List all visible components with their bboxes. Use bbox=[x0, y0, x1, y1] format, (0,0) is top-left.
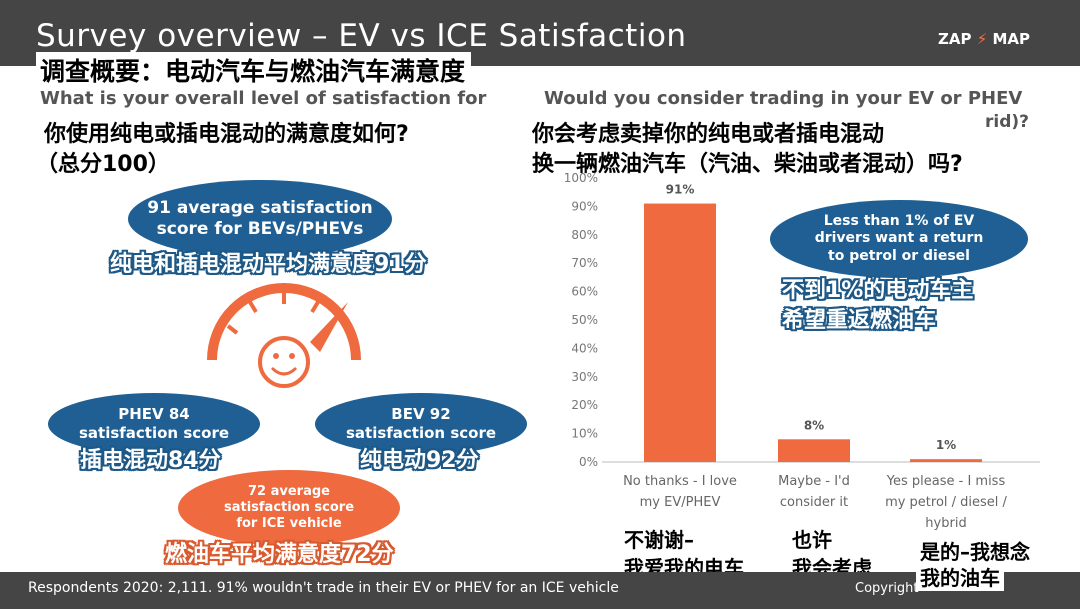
right-question-cn-line1: 你会考虑卖掉你的纯电或者插电混动 bbox=[532, 122, 885, 147]
logo-text-left: ZAP bbox=[938, 30, 972, 48]
right-question-en: Would you consider trading in your EV or… bbox=[544, 88, 1023, 109]
avg-oval-line1: 91 average satisfaction bbox=[147, 197, 373, 218]
cn-label-3-line1: 是的–我想念 bbox=[916, 536, 1034, 565]
right-question-cn-line2: 换一辆燃油汽车（汽油、柴油或者混动）吗? bbox=[532, 152, 963, 177]
bar-1 bbox=[644, 203, 716, 462]
satisfaction-gauge-icon bbox=[207, 283, 361, 388]
callout-line2: drivers want a return bbox=[814, 230, 984, 247]
trade-in-bar-chart: 0% 10% 20% 30% 40% 50% 60% 70% 80% 90% 100% 91% 8% 1… bbox=[564, 171, 1040, 469]
y-tick-label: 10% bbox=[571, 427, 598, 441]
y-tick-label: 0% bbox=[579, 455, 598, 469]
footer-bar bbox=[0, 572, 1080, 609]
y-tick-label: 90% bbox=[571, 199, 598, 213]
y-axis-ticks: 0% 10% 20% 30% 40% 50% 60% 70% 80% 90% 100% bbox=[564, 171, 598, 469]
bev-oval-line1: BEV 92 bbox=[391, 405, 451, 424]
phev-oval-line1: PHEV 84 bbox=[118, 405, 190, 424]
left-question-en: What is your overall level of satisfacti… bbox=[40, 88, 487, 109]
callout-cn-line1: 不到1%的电动车主 bbox=[782, 278, 974, 303]
footer-copyright: Copyright bbox=[855, 581, 919, 596]
left-question-cn-line2: （总分100） bbox=[36, 152, 170, 177]
bars bbox=[644, 203, 982, 462]
y-tick-label: 30% bbox=[571, 370, 598, 384]
data-labels: 91% 8% 1% bbox=[666, 183, 957, 453]
category-label-3-line2: my petrol / diesel / bbox=[885, 495, 1007, 510]
avg-oval-line2: score for BEVs/PHEVs bbox=[156, 219, 364, 239]
callout-line3: to petrol or diesel bbox=[828, 247, 970, 264]
bar-3 bbox=[910, 459, 982, 462]
phev-oval-line2: satisfaction score bbox=[78, 424, 230, 442]
map-pin-icon: ⚡ bbox=[976, 30, 988, 48]
category-label-3-line1: Yes please - I miss bbox=[886, 474, 1006, 489]
bev-score-oval: BEV 92 satisfaction score bbox=[315, 393, 527, 455]
cn-label-1-line1: 不谢谢– bbox=[624, 528, 694, 552]
ice-oval-line1: 72 average bbox=[248, 483, 330, 499]
left-question-cn-line1: 你使用纯电或插电混动的满意度如何? bbox=[44, 122, 409, 147]
cn-label-3-line2: 我的油车 bbox=[916, 562, 1004, 591]
chinese-title: 调查概要：电动汽车与燃油汽车满意度 bbox=[36, 52, 472, 90]
bev-oval-line2: satisfaction score bbox=[345, 424, 497, 442]
logo-text-right: MAP bbox=[992, 30, 1031, 48]
category-label-2-line2: consider it bbox=[779, 495, 849, 510]
ice-score-cn: 燃油车平均满意度72分 bbox=[165, 542, 394, 567]
callout-line1: Less than 1% of EV bbox=[823, 212, 975, 229]
cn-label-2-line1: 也许 bbox=[792, 528, 832, 552]
phev-score-cn: 插电混动84分 bbox=[80, 448, 221, 473]
data-label-3: 1% bbox=[936, 438, 956, 452]
y-tick-label: 80% bbox=[571, 228, 598, 242]
ice-oval-line3: for ICE vehicle bbox=[236, 516, 342, 532]
category-label-1-line2: my EV/PHEV bbox=[639, 495, 721, 510]
zapmap-logo: ZAP ⚡ MAP bbox=[938, 30, 1030, 48]
category-label-3-line3: hybrid bbox=[925, 516, 967, 531]
data-label-2: 8% bbox=[804, 418, 824, 432]
bar-2 bbox=[778, 439, 850, 462]
y-tick-label: 40% bbox=[571, 341, 598, 355]
page-title: Survey overview – EV vs ICE Satisfaction bbox=[36, 18, 687, 54]
y-tick-label: 100% bbox=[564, 171, 598, 185]
data-label-1: 91% bbox=[666, 183, 695, 197]
callout-oval: Less than 1% of EV drivers want a return… bbox=[770, 200, 1028, 278]
footer-respondents: Respondents 2020: 2,111. 91% wouldn't tr… bbox=[28, 580, 619, 596]
avg-satisfaction-cn: 纯电和插电混动平均满意度91分 bbox=[110, 252, 427, 277]
right-question-en-tail: rid)? bbox=[985, 112, 1030, 132]
ice-score-oval: 72 average satisfaction score for ICE ve… bbox=[178, 470, 400, 546]
y-tick-label: 70% bbox=[571, 256, 598, 270]
avg-satisfaction-oval: 91 average satisfaction score for BEVs/P… bbox=[128, 180, 392, 258]
phev-score-oval: PHEV 84 satisfaction score bbox=[48, 393, 260, 455]
callout-cn-line2: 希望重返燃油车 bbox=[782, 308, 937, 333]
category-label-1-line1: No thanks - I love bbox=[623, 474, 737, 489]
y-tick-label: 20% bbox=[571, 398, 598, 412]
bev-score-cn: 纯电动92分 bbox=[360, 448, 479, 473]
category-label-2-line1: Maybe - I'd bbox=[778, 474, 850, 489]
y-tick-label: 60% bbox=[571, 285, 598, 299]
ice-oval-line2: satisfaction score bbox=[223, 499, 355, 515]
y-tick-label: 50% bbox=[571, 313, 598, 327]
